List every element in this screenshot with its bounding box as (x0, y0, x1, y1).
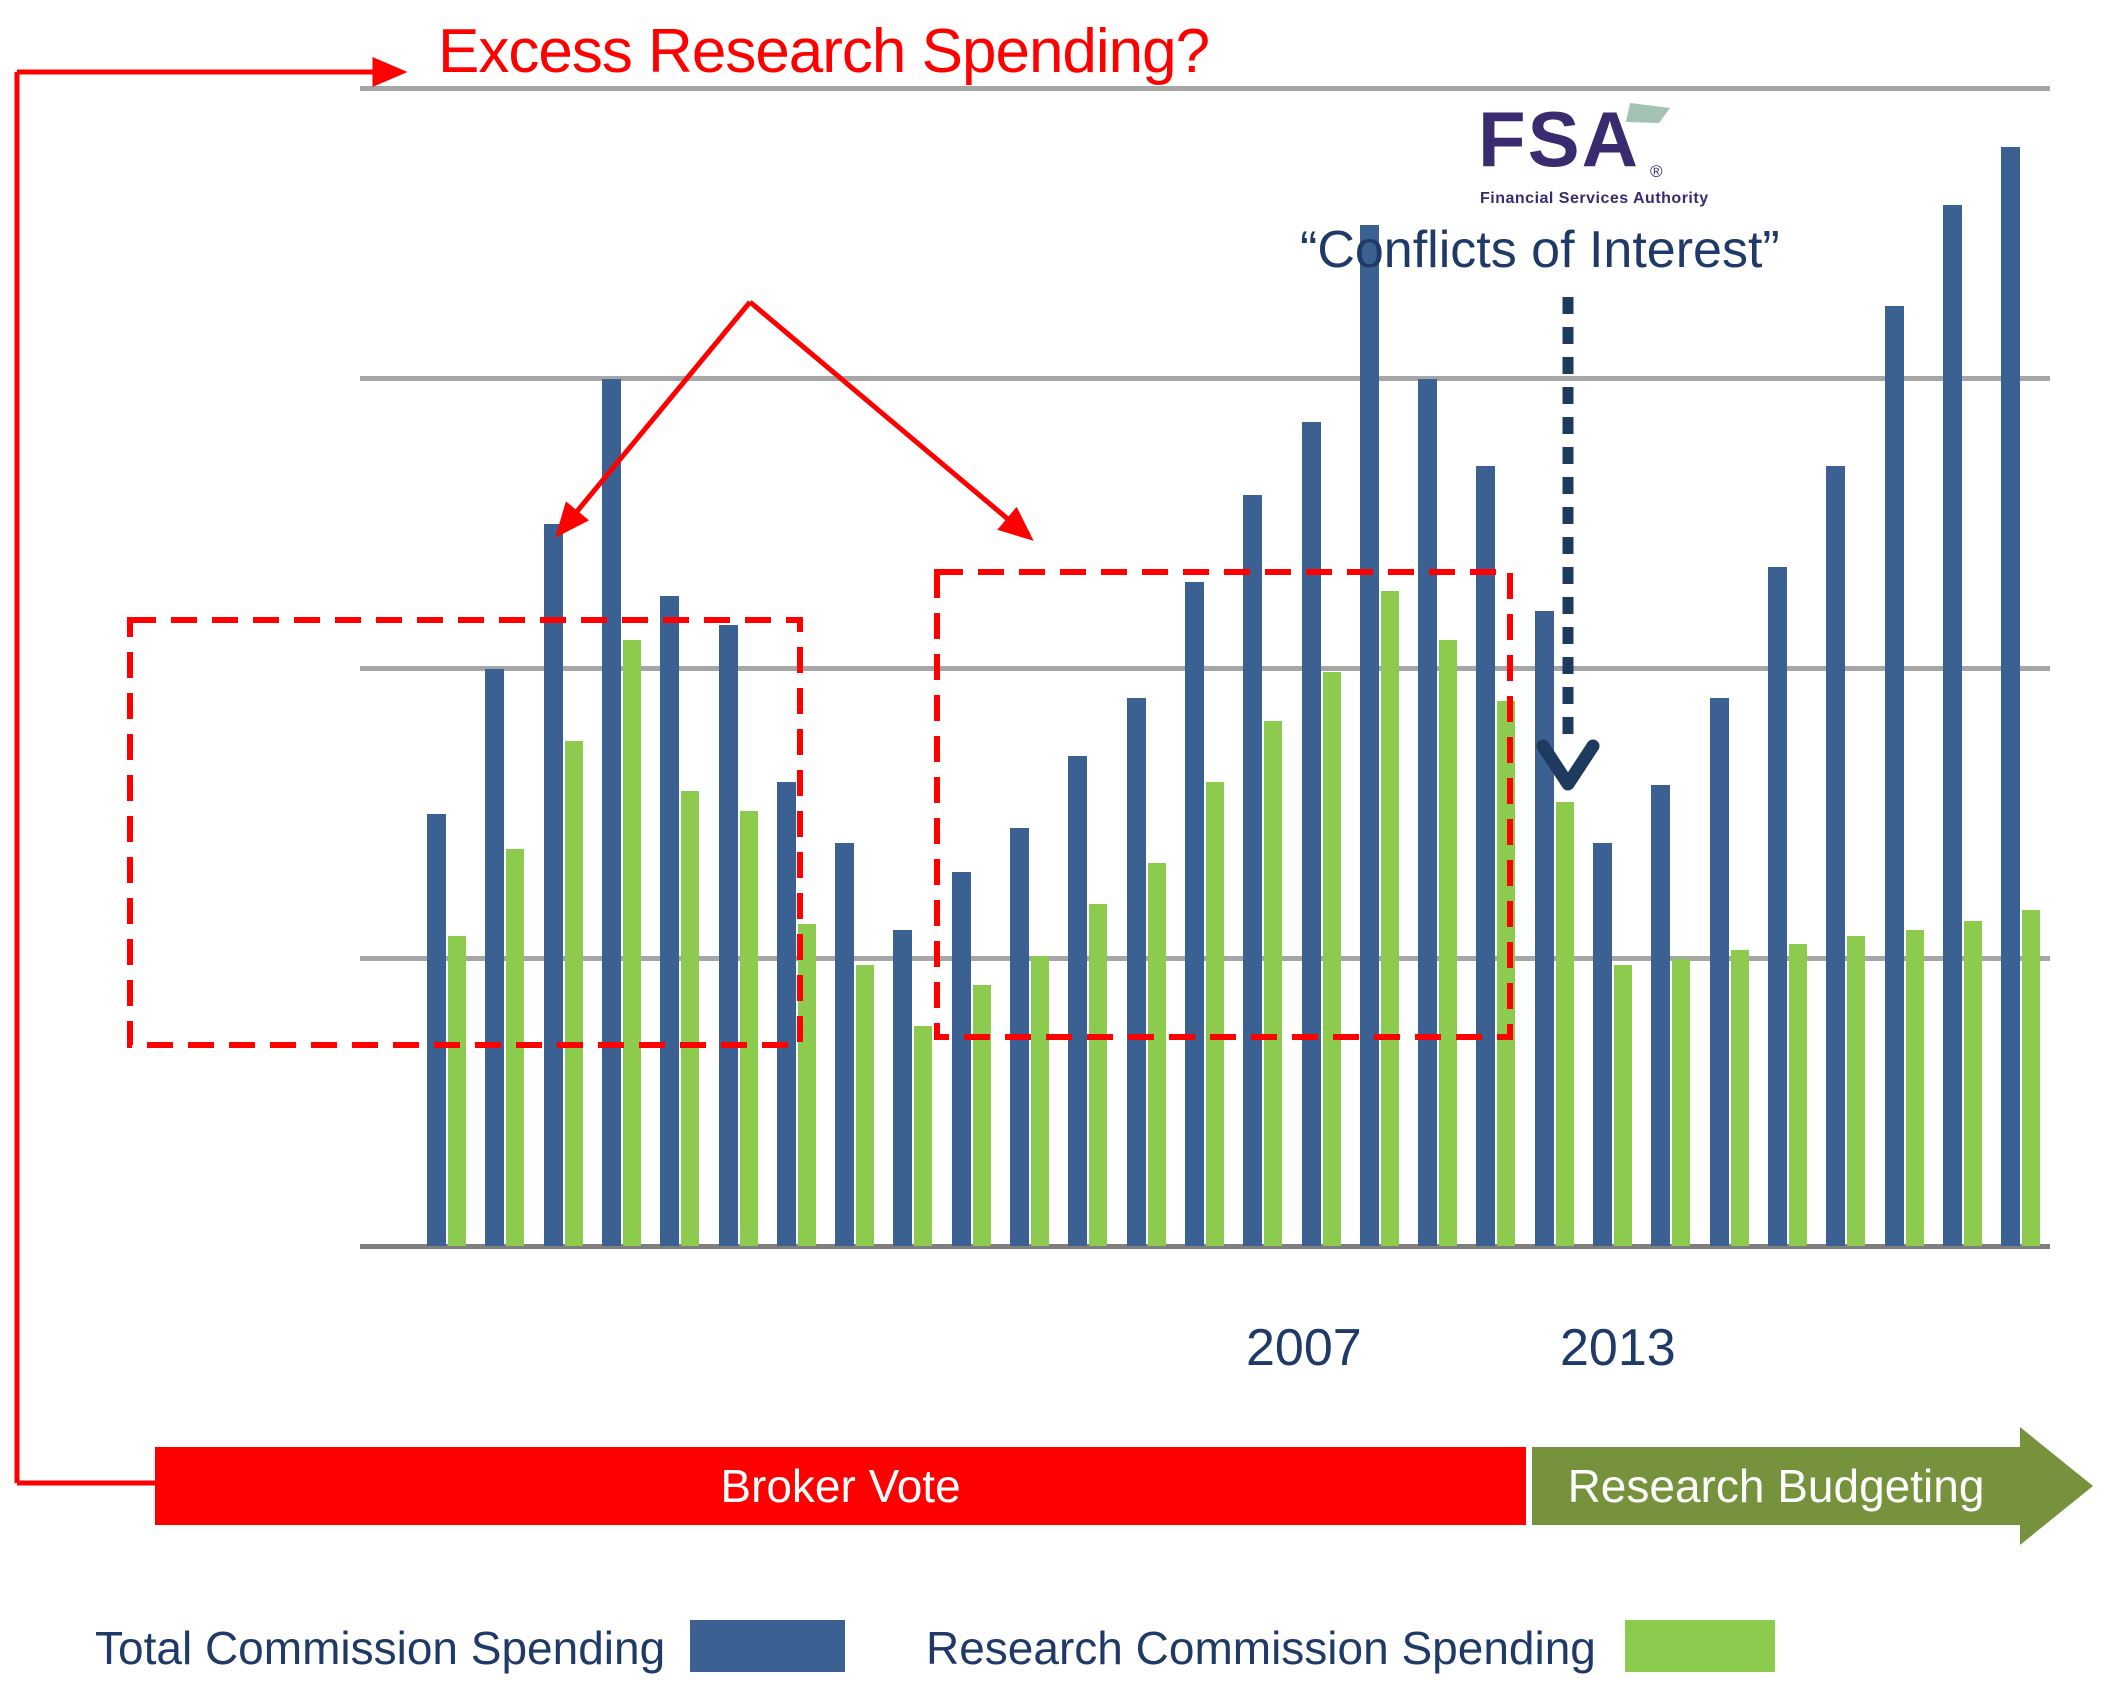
bar-research (797, 924, 816, 1246)
bar-research (1788, 944, 1807, 1246)
bar-total (1184, 582, 1204, 1246)
bar-total (1359, 225, 1379, 1246)
bar-total (951, 872, 971, 1246)
bar-total (485, 669, 505, 1246)
bar-total (1826, 466, 1846, 1246)
bar-total (1126, 698, 1146, 1246)
bar-research (1672, 959, 1691, 1246)
bar-total (1476, 466, 1496, 1246)
bar-research (564, 741, 583, 1246)
bar-research (739, 811, 758, 1246)
bar-total (1709, 698, 1729, 1246)
bar-research (1322, 672, 1341, 1246)
bar-total (1418, 379, 1438, 1246)
legend-total-label: Total Commission Spending (95, 1622, 666, 1674)
bar-research (448, 936, 466, 1246)
x-tick-2013: 2013 (1560, 1319, 1676, 1377)
bar-total (427, 814, 446, 1246)
bar-total (1942, 205, 1962, 1246)
bar-total (1767, 567, 1787, 1246)
bar-research (1847, 936, 1866, 1246)
fsa-logo-text: FSA (1478, 95, 1640, 183)
bar-total (1884, 306, 1904, 1246)
bar-research (2022, 910, 2041, 1246)
gridline-1 (360, 86, 2050, 91)
bar-research (1614, 965, 1632, 1246)
bar-total (1301, 422, 1321, 1246)
bar-research (1264, 721, 1283, 1246)
bar-research (1205, 782, 1224, 1246)
broker-vote-banner: Broker Vote (155, 1447, 1526, 1525)
bar-research (1497, 701, 1516, 1246)
bar-total (776, 782, 796, 1246)
legend-research-swatch (1625, 1620, 1775, 1672)
bar-research (1147, 863, 1166, 1246)
bar-total (835, 843, 855, 1246)
bar-total (660, 596, 680, 1246)
bar-research (1730, 950, 1749, 1246)
legend-research-label: Research Commission Spending (926, 1622, 1596, 1674)
bar-research (622, 640, 641, 1246)
gridline-2 (360, 376, 2050, 381)
fsa-logo-subtitle: Financial Services Authority (1480, 190, 1709, 207)
bar-research (1905, 930, 1924, 1246)
bar-total (2001, 147, 2021, 1246)
bar-total (1243, 495, 1263, 1246)
registered-trademark-icon: ® (1650, 162, 1663, 181)
x-tick-2007: 2007 (1246, 1319, 1362, 1377)
bar-research (914, 1026, 933, 1246)
bar-research (1031, 956, 1049, 1246)
bar-research (972, 985, 991, 1246)
x-axis-line (360, 1244, 2050, 1249)
bar-research (1963, 921, 1982, 1246)
bar-total (1534, 611, 1554, 1246)
bar-research (1555, 802, 1574, 1246)
bar-total (1593, 843, 1612, 1246)
bar-research (1439, 640, 1458, 1246)
red-arrow-left-leg (555, 300, 752, 538)
research-budgeting-banner: Research Budgeting (1532, 1447, 2020, 1525)
research-banner-arrowhead-icon (2020, 1427, 2093, 1545)
bar-total (1010, 828, 1029, 1246)
bar-total (718, 625, 738, 1246)
conflicts-of-interest-quote: “Conflicts of Interest” (1300, 221, 1780, 279)
bar-research (1089, 904, 1108, 1246)
bar-research (1380, 591, 1399, 1246)
bar-research (681, 791, 700, 1246)
bar-total (601, 379, 621, 1246)
bar-total (543, 524, 563, 1246)
red-arrow-right-leg (748, 300, 1034, 541)
bar-total (1068, 756, 1088, 1246)
page-title: Excess Research Spending? (438, 17, 1210, 86)
bar-research (506, 849, 525, 1246)
bar-research (856, 965, 875, 1246)
bar-total (1651, 785, 1671, 1246)
legend-total-swatch (690, 1620, 845, 1672)
bar-total (893, 930, 913, 1246)
